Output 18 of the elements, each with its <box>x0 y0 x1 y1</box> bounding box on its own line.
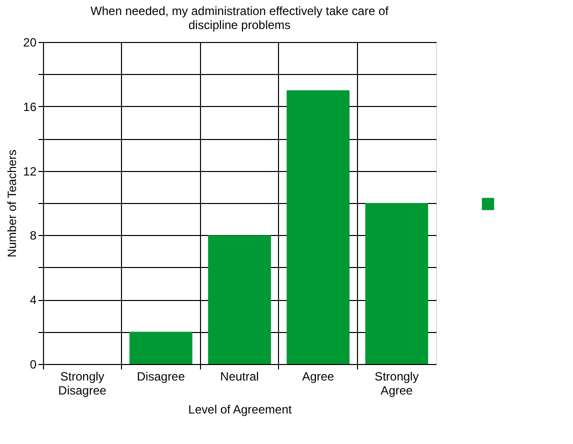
x-tick-label: Disagree <box>136 370 186 384</box>
x-axis-title: Level of Agreement <box>188 402 292 416</box>
chart-title: When needed, my administration effectively take care of discipline problems <box>90 4 390 32</box>
bar <box>286 90 350 364</box>
bar <box>208 235 271 364</box>
y-axis-title: Number of Teachers <box>5 150 20 258</box>
bar <box>129 332 192 364</box>
x-tick-label: Strongly Agree <box>374 370 419 398</box>
y-tick-label: 12 <box>23 164 37 178</box>
y-tick-label: 4 <box>30 293 37 308</box>
y-tick-label: 8 <box>30 228 37 243</box>
bar <box>365 203 428 364</box>
x-tick-label: Neutral <box>220 370 259 384</box>
x-tick-label: Agree <box>302 370 334 384</box>
x-tick-label: Strongly Disagree <box>58 370 107 398</box>
y-tick-label: 20 <box>23 36 37 50</box>
y-tick-label: 0 <box>30 358 37 372</box>
y-tick-label: 16 <box>23 100 37 114</box>
